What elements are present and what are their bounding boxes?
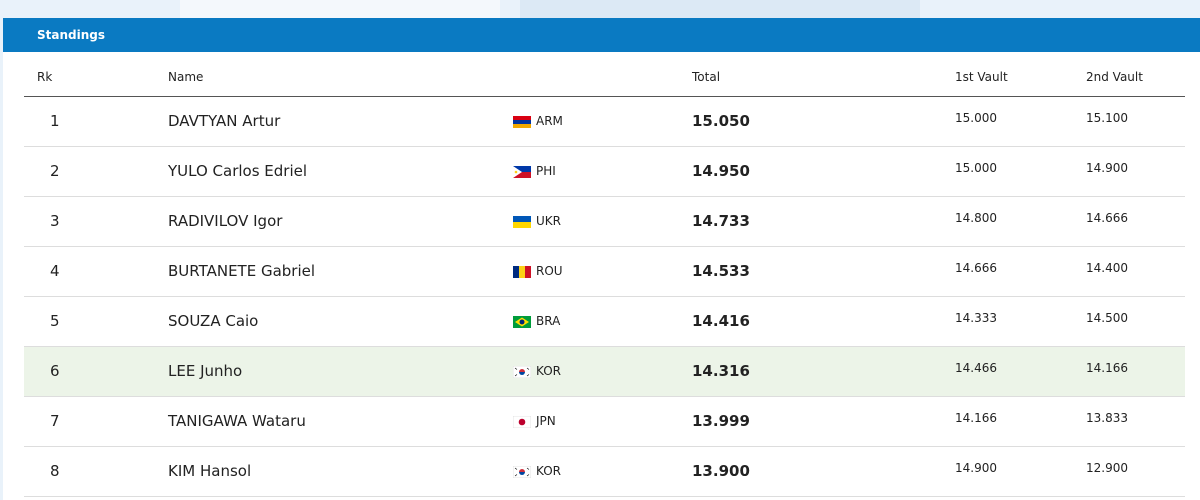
column-header: Rk	[37, 70, 53, 84]
rank: 1	[50, 112, 60, 130]
rank: 8	[50, 462, 60, 480]
flag	[513, 216, 531, 228]
vault-score: 15.000	[955, 161, 997, 175]
vault-score: 15.100	[1086, 111, 1128, 125]
total-score: 14.416	[692, 312, 750, 330]
vault-score: 14.500	[1086, 311, 1128, 325]
country-code: PHI	[536, 164, 556, 178]
flag	[513, 466, 531, 478]
vault-score: 15.000	[955, 111, 997, 125]
total-score: 13.999	[692, 412, 750, 430]
athlete-name: RADIVILOV Igor	[168, 212, 283, 230]
table-row: 5 SOUZA Caio BRA 14.416 14.333 14.500	[24, 297, 1185, 347]
column-header: 1st Vault	[955, 70, 1008, 84]
flag	[513, 366, 531, 378]
total-score: 15.050	[692, 112, 750, 130]
column-header: Name	[168, 70, 204, 84]
rank: 7	[50, 412, 60, 430]
vault-score: 13.833	[1086, 411, 1128, 425]
country-code: BRA	[536, 314, 561, 328]
athlete-name: BURTANETE Gabriel	[168, 262, 316, 280]
table-row: 8 KIM Hansol KOR 13.900 14.900 12.900	[24, 447, 1185, 497]
country-code: KOR	[536, 364, 561, 378]
vault-score: 14.166	[1086, 361, 1128, 375]
background-shape	[180, 0, 500, 18]
flag	[513, 166, 531, 178]
vault-score: 14.333	[955, 311, 997, 325]
total-score: 14.533	[692, 262, 750, 280]
total-score: 13.900	[692, 462, 750, 480]
country-code: UKR	[536, 214, 561, 228]
vault-score: 14.466	[955, 361, 997, 375]
header-divider	[24, 96, 1185, 97]
rank: 6	[50, 362, 60, 380]
table-row: 2 YULO Carlos Edriel PHI 14.950 15.000 14.900	[24, 147, 1185, 197]
total-score: 14.950	[692, 162, 750, 180]
vault-score: 14.900	[1086, 161, 1128, 175]
title-bar	[3, 18, 1200, 52]
athlete-name: SOUZA Caio	[168, 312, 259, 330]
table-row: 3 RADIVILOV Igor UKR 14.733 14.800 14.666	[24, 197, 1185, 247]
column-header: Total	[692, 70, 721, 84]
flag	[513, 316, 531, 328]
table-row: 4 BURTANETE Gabriel ROU 14.533 14.666 14.400	[24, 247, 1185, 297]
vault-score: 14.666	[955, 261, 997, 275]
total-score: 14.733	[692, 212, 750, 230]
country-code: ARM	[536, 114, 563, 128]
vault-score: 14.166	[955, 411, 997, 425]
flag	[513, 116, 531, 128]
standings-panel	[3, 18, 1200, 500]
athlete-name: DAVTYAN Artur	[168, 112, 281, 130]
flag	[513, 266, 531, 278]
panel-title: Standings	[37, 28, 105, 42]
athlete-name: LEE Junho	[168, 362, 243, 380]
background-shape	[520, 0, 920, 18]
country-code: KOR	[536, 464, 561, 478]
vault-score: 14.400	[1086, 261, 1128, 275]
athlete-name: TANIGAWA Wataru	[168, 412, 306, 430]
athlete-name: KIM Hansol	[168, 462, 252, 480]
country-code: JPN	[536, 414, 556, 428]
rank: 2	[50, 162, 60, 180]
table-row: 7 TANIGAWA Wataru JPN 13.999 14.166 13.833	[24, 397, 1185, 447]
vault-score: 12.900	[1086, 461, 1128, 475]
vault-score: 14.666	[1086, 211, 1128, 225]
column-header: 2nd Vault	[1086, 70, 1143, 84]
rank: 5	[50, 312, 60, 330]
athlete-name: YULO Carlos Edriel	[168, 162, 308, 180]
total-score: 14.316	[692, 362, 750, 380]
rank: 4	[50, 262, 60, 280]
vault-score: 14.800	[955, 211, 997, 225]
table-row: 1 DAVTYAN Artur ARM 15.050 15.000 15.100	[24, 97, 1185, 147]
vault-score: 14.900	[955, 461, 997, 475]
flag	[513, 416, 531, 428]
rank: 3	[50, 212, 60, 230]
country-code: ROU	[536, 264, 563, 278]
table-row: 6 LEE Junho KOR 14.316 14.466 14.166	[24, 347, 1185, 397]
